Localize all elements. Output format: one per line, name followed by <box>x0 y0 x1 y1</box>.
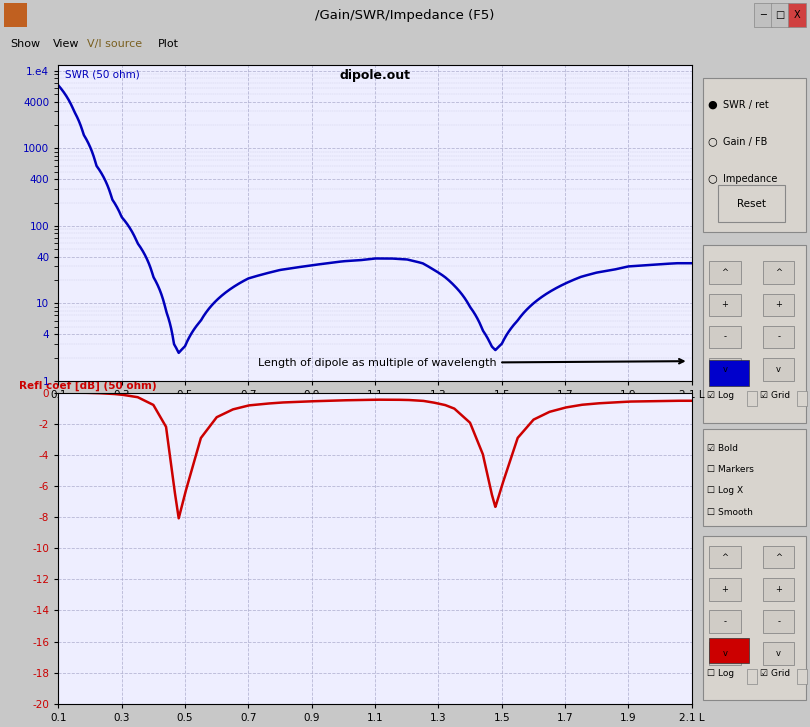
FancyBboxPatch shape <box>763 642 795 664</box>
Text: Impedance: Impedance <box>723 174 777 183</box>
FancyBboxPatch shape <box>703 246 805 422</box>
Text: ☐ Log: ☐ Log <box>707 669 735 678</box>
Bar <box>710 638 748 664</box>
FancyBboxPatch shape <box>710 358 740 380</box>
Text: v: v <box>723 649 727 658</box>
FancyBboxPatch shape <box>710 326 740 348</box>
Text: +: + <box>722 300 728 310</box>
FancyBboxPatch shape <box>703 430 805 526</box>
Text: -: - <box>723 332 727 342</box>
Bar <box>771 3 789 28</box>
Text: ○: ○ <box>707 137 717 147</box>
Text: ☐ Markers: ☐ Markers <box>707 465 754 474</box>
Text: SWR / ret: SWR / ret <box>723 100 769 110</box>
Text: ☐ Smooth: ☐ Smooth <box>707 507 753 517</box>
Text: ☑ Grid: ☑ Grid <box>760 669 790 678</box>
Text: Refl coef [dB] (50 ohm): Refl coef [dB] (50 ohm) <box>19 381 156 391</box>
Text: Show: Show <box>11 39 40 49</box>
Text: +: + <box>775 585 782 594</box>
FancyBboxPatch shape <box>710 642 740 664</box>
FancyBboxPatch shape <box>763 610 795 632</box>
Text: Length of dipole as multiple of wavelength: Length of dipole as multiple of waveleng… <box>258 358 684 368</box>
FancyBboxPatch shape <box>710 546 740 569</box>
Text: -: - <box>778 616 780 626</box>
Text: ^: ^ <box>775 553 782 562</box>
Text: ^: ^ <box>722 553 728 562</box>
Text: /Gain/SWR/Impedance (F5): /Gain/SWR/Impedance (F5) <box>315 9 495 22</box>
Text: v: v <box>723 365 727 374</box>
Text: ^: ^ <box>722 268 728 278</box>
Bar <box>796 669 807 683</box>
Text: X: X <box>794 10 800 20</box>
Text: ●: ● <box>707 100 717 110</box>
Text: ☑ Bold: ☑ Bold <box>707 443 738 453</box>
FancyBboxPatch shape <box>703 79 805 232</box>
FancyBboxPatch shape <box>763 358 795 380</box>
Text: ☑ Grid: ☑ Grid <box>760 391 790 401</box>
Text: ○: ○ <box>707 174 717 183</box>
Bar <box>710 361 748 386</box>
Text: -: - <box>778 332 780 342</box>
Bar <box>4 3 27 28</box>
Text: dipole.out: dipole.out <box>339 70 411 82</box>
Bar <box>748 669 757 683</box>
FancyBboxPatch shape <box>763 578 795 601</box>
Text: Gain / FB: Gain / FB <box>723 137 767 147</box>
Bar <box>748 391 757 406</box>
FancyBboxPatch shape <box>710 610 740 632</box>
FancyBboxPatch shape <box>718 185 786 222</box>
Text: +: + <box>775 300 782 310</box>
Text: v: v <box>776 365 781 374</box>
FancyBboxPatch shape <box>710 578 740 601</box>
FancyBboxPatch shape <box>763 546 795 569</box>
Text: ─: ─ <box>760 10 766 20</box>
Text: ☐ Log X: ☐ Log X <box>707 486 744 495</box>
Text: Plot: Plot <box>158 39 179 49</box>
Text: -: - <box>723 616 727 626</box>
FancyBboxPatch shape <box>763 326 795 348</box>
FancyBboxPatch shape <box>763 262 795 284</box>
Bar <box>754 3 772 28</box>
Text: □: □ <box>775 10 785 20</box>
Text: ☑ Log: ☑ Log <box>707 391 735 401</box>
FancyBboxPatch shape <box>710 294 740 316</box>
Bar <box>788 3 806 28</box>
Text: Reset: Reset <box>737 199 766 209</box>
FancyBboxPatch shape <box>710 262 740 284</box>
Bar <box>796 391 807 406</box>
Text: +: + <box>722 585 728 594</box>
Text: View: View <box>53 39 79 49</box>
Text: ^: ^ <box>775 268 782 278</box>
Text: v: v <box>776 649 781 658</box>
FancyBboxPatch shape <box>763 294 795 316</box>
Text: V/I source: V/I source <box>87 39 142 49</box>
Text: SWR (50 ohm): SWR (50 ohm) <box>65 70 139 79</box>
FancyBboxPatch shape <box>703 537 805 700</box>
